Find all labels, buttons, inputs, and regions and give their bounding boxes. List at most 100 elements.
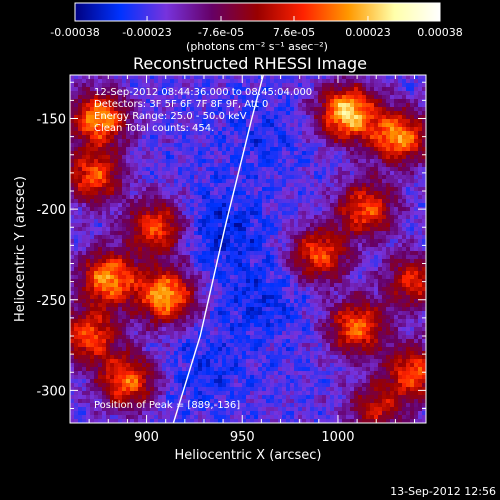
heatmap-cell xyxy=(206,211,211,216)
heatmap-cell xyxy=(194,95,199,100)
heatmap-cell xyxy=(118,227,123,232)
heatmap-cell xyxy=(310,119,315,124)
heatmap-cell xyxy=(258,167,263,172)
heatmap-cell xyxy=(310,247,315,252)
heatmap-cell xyxy=(178,139,183,144)
heatmap-cell xyxy=(94,147,99,152)
heatmap-cell xyxy=(86,167,91,172)
heatmap-cell xyxy=(110,291,115,296)
heatmap-cell xyxy=(418,95,423,100)
heatmap-cell xyxy=(290,83,295,88)
heatmap-cell xyxy=(170,219,175,224)
heatmap-cell xyxy=(118,91,123,96)
heatmap-cell xyxy=(322,255,327,260)
heatmap-cell xyxy=(154,171,159,176)
heatmap-cell xyxy=(394,175,399,180)
heatmap-cell xyxy=(142,191,147,196)
heatmap-cell xyxy=(398,99,403,104)
heatmap-cell xyxy=(82,107,87,112)
heatmap-cell xyxy=(342,127,347,132)
heatmap-cell xyxy=(242,119,247,124)
heatmap-cell xyxy=(186,195,191,200)
heatmap-cell xyxy=(114,139,119,144)
heatmap-cell xyxy=(126,167,131,172)
heatmap-cell xyxy=(370,267,375,272)
heatmap-cell xyxy=(342,215,347,220)
heatmap-cell xyxy=(266,223,271,228)
heatmap-cell xyxy=(274,99,279,104)
heatmap-cell xyxy=(266,215,271,220)
heatmap-cell xyxy=(350,79,355,84)
heatmap-cell xyxy=(422,79,426,84)
heatmap-cell xyxy=(270,179,275,184)
heatmap-cell xyxy=(386,155,391,160)
heatmap-cell xyxy=(262,155,267,160)
heatmap-cell xyxy=(226,167,231,172)
heatmap-cell xyxy=(174,167,179,172)
heatmap-cell xyxy=(246,75,251,80)
heatmap-cell xyxy=(234,195,239,200)
heatmap-cell xyxy=(266,163,271,168)
heatmap-cell xyxy=(378,243,383,248)
heatmap-cell xyxy=(102,295,107,300)
heatmap-cell xyxy=(94,167,99,172)
heatmap-cell xyxy=(114,279,119,284)
heatmap-cell xyxy=(202,267,207,272)
heatmap-cell xyxy=(86,239,91,244)
heatmap-cell xyxy=(286,135,291,140)
heatmap-cell xyxy=(226,87,231,92)
heatmap-cell xyxy=(298,127,303,132)
heatmap-cell xyxy=(402,171,407,176)
heatmap-cell xyxy=(210,131,215,136)
heatmap-cell xyxy=(178,131,183,136)
heatmap-cell xyxy=(82,143,87,148)
heatmap-cell xyxy=(238,247,243,252)
heatmap-cell xyxy=(406,215,411,220)
heatmap-cell xyxy=(98,271,103,276)
heatmap-cell xyxy=(278,135,283,140)
heatmap-cell xyxy=(186,291,191,296)
heatmap-cell xyxy=(402,155,407,160)
heatmap-cell xyxy=(386,111,391,116)
heatmap-cell xyxy=(178,191,183,196)
heatmap-cell xyxy=(210,207,215,212)
heatmap-cell xyxy=(146,179,151,184)
heatmap-cell xyxy=(378,103,383,108)
heatmap-cell xyxy=(418,103,423,108)
heatmap-cell xyxy=(386,203,391,208)
heatmap-cell xyxy=(358,227,363,232)
heatmap-cell xyxy=(374,207,379,212)
heatmap-cell xyxy=(98,235,103,240)
heatmap-cell xyxy=(402,179,407,184)
heatmap-cell xyxy=(242,135,247,140)
heatmap-cell xyxy=(146,247,151,252)
heatmap-cell xyxy=(274,287,279,292)
heatmap-cell xyxy=(178,99,183,104)
heatmap-cell xyxy=(178,143,183,148)
heatmap-cell xyxy=(374,211,379,216)
heatmap-cell xyxy=(294,259,299,264)
heatmap-cell xyxy=(326,147,331,152)
heatmap-cell xyxy=(270,159,275,164)
heatmap-cell xyxy=(350,127,355,132)
heatmap-cell xyxy=(330,95,335,100)
heatmap-cell xyxy=(106,239,111,244)
heatmap-cell xyxy=(102,143,107,148)
heatmap-cell xyxy=(346,199,351,204)
heatmap-cell xyxy=(250,283,255,288)
heatmap-cell xyxy=(278,163,283,168)
heatmap-cell xyxy=(226,111,231,116)
heatmap-cell xyxy=(186,151,191,156)
heatmap-cell xyxy=(402,163,407,168)
heatmap-cell xyxy=(302,207,307,212)
heatmap-cell xyxy=(414,179,419,184)
heatmap-cell xyxy=(194,143,199,148)
heatmap-cell xyxy=(94,231,99,236)
heatmap-cell xyxy=(202,207,207,212)
heatmap-cell xyxy=(294,155,299,160)
heatmap-cell xyxy=(334,183,339,188)
heatmap-cell xyxy=(314,259,319,264)
heatmap-cell xyxy=(330,267,335,272)
heatmap-cell xyxy=(78,255,83,260)
